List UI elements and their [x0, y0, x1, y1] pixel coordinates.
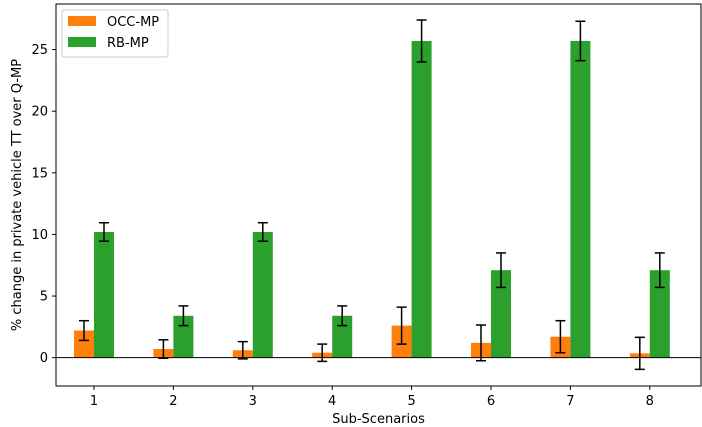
y-axis-ticks: 0 5 10 15 20 25: [31, 43, 56, 366]
axes-frame: [55, 3, 702, 387]
legend-label-rb-mp: RB-MP: [107, 36, 149, 51]
y-tick-label-10: 10: [31, 228, 48, 243]
x-tick-label-5: 5: [407, 394, 415, 409]
error-bar-occ-mp-2: [158, 339, 169, 360]
y-tick-label-25: 25: [31, 43, 48, 58]
x-tick-label-7: 7: [566, 394, 574, 409]
error-bars-group: [79, 19, 665, 371]
x-tick-label-2: 2: [169, 394, 177, 409]
legend: OCC-MP RB-MP: [61, 9, 169, 58]
bar-rb-mp-6: [491, 270, 511, 358]
x-tick-label-6: 6: [487, 394, 495, 409]
x-axis-ticks: 1 2 3 4 5 6 7 8: [90, 386, 654, 409]
y-tick-label-15: 15: [31, 166, 48, 181]
y-tick-label-20: 20: [31, 105, 48, 120]
plot-border: [55, 3, 702, 387]
legend-swatch-occ-mp: [68, 16, 96, 26]
error-bar-rb-mp-5: [416, 19, 427, 63]
bars-group: [74, 40, 670, 358]
error-bar-occ-mp-8: [634, 336, 645, 371]
x-tick-label-1: 1: [90, 394, 98, 409]
x-axis-label: Sub-Scenarios: [332, 412, 425, 427]
y-tick-label-5: 5: [40, 290, 48, 305]
bar-rb-mp-3: [252, 231, 273, 358]
bar-rb-mp-8: [649, 270, 670, 358]
error-bar-rb-mp-6: [496, 252, 506, 289]
error-bar-occ-mp-6: [476, 324, 486, 362]
x-tick-label-3: 3: [249, 394, 257, 409]
error-bar-occ-mp-7: [555, 319, 566, 354]
error-bar-rb-mp-1: [99, 221, 109, 242]
legend-swatch-rb-mp: [68, 37, 96, 47]
error-bar-occ-mp-5: [396, 306, 407, 345]
error-bar-rb-mp-2: [178, 305, 189, 327]
error-bar-rb-mp-8: [654, 252, 665, 289]
error-bar-rb-mp-3: [257, 221, 268, 242]
legend-label-occ-mp: OCC-MP: [107, 15, 159, 30]
error-bar-occ-mp-3: [237, 340, 248, 360]
bar-rb-mp-5: [411, 40, 432, 358]
error-bar-rb-mp-4: [337, 305, 348, 327]
bar-occ-mp-1: [74, 330, 94, 358]
error-bar-occ-mp-1: [79, 319, 89, 342]
y-tick-label-0: 0: [40, 351, 48, 366]
bar-rb-mp-1: [94, 231, 114, 358]
x-tick-label-4: 4: [328, 394, 336, 409]
y-axis-label: % change in private vehicle TT over Q-MP: [10, 59, 25, 331]
bar-rb-mp-7: [570, 40, 591, 358]
error-bar-occ-mp-4: [317, 343, 328, 363]
error-bar-rb-mp-7: [575, 20, 586, 62]
x-tick-label-8: 8: [646, 394, 654, 409]
